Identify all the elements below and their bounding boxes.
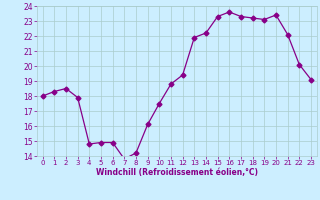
X-axis label: Windchill (Refroidissement éolien,°C): Windchill (Refroidissement éolien,°C) <box>96 168 258 177</box>
